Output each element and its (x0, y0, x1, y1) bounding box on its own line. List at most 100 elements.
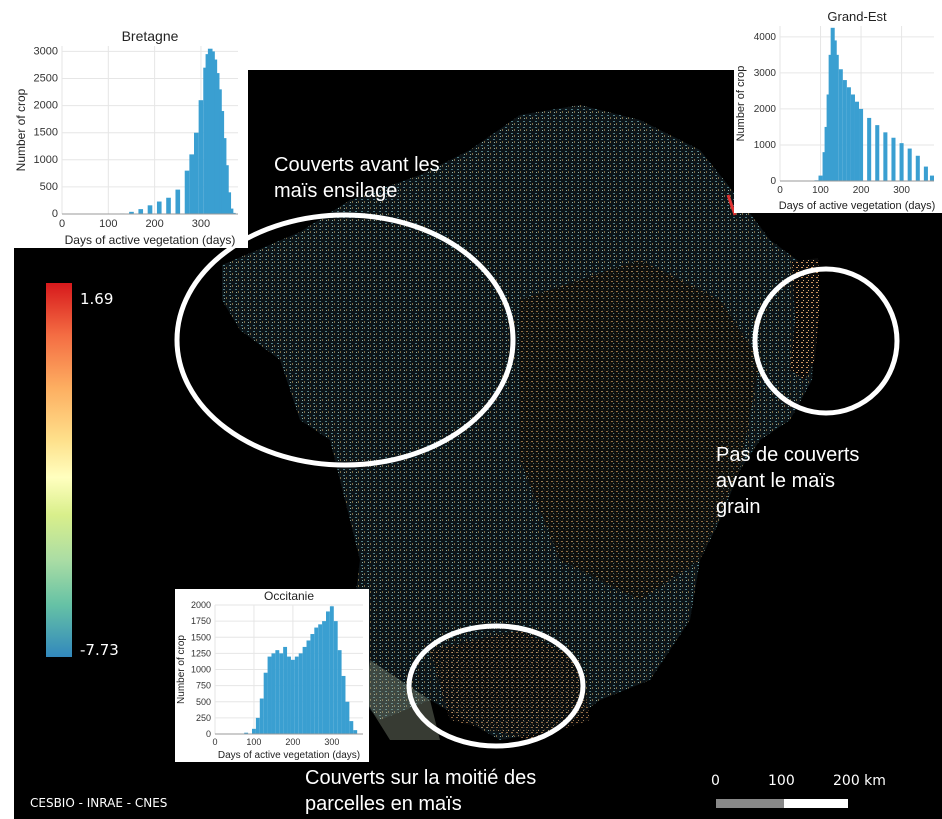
x-tick-label: 300 (192, 218, 210, 230)
y-tick-label: 500 (196, 697, 211, 707)
histogram-svg: 0 250 500 750 1000 1250 1500 1750 2000 0 100 200 300… (175, 589, 369, 762)
histogram-bar (185, 171, 190, 214)
chart-title: Bretagne (122, 28, 179, 44)
occitanie-annotation: Couverts sur la moitié des parcelles en … (305, 765, 536, 817)
chart-title: Occitanie (264, 589, 314, 603)
histogram-bar (349, 721, 353, 734)
histogram-bar (189, 154, 194, 214)
scale-label-100: 100 (768, 773, 795, 789)
x-tick-label: 0 (212, 737, 217, 747)
x-tick-label: 200 (145, 218, 163, 230)
grandest-annotation: Pas de couverts avant le maïs grain (716, 442, 859, 520)
histogram-bar (303, 647, 307, 734)
histogram-bar (847, 87, 851, 181)
y-tick-label: 1000 (34, 154, 58, 166)
histogram-svg: 010002000300040000 100 200 300Grand-EstDays… (734, 8, 942, 213)
histogram-bar (891, 138, 895, 181)
histogram-bar (279, 653, 283, 734)
x-tick-label: 100 (812, 185, 829, 196)
histogram-bar (338, 650, 342, 734)
grandest-histogram: 0 1000 2000 3000 4000 0 100 200 300 Grand-Est Days… (734, 8, 942, 213)
y-tick-label: 3000 (34, 45, 58, 57)
histogram-bar (283, 647, 287, 734)
slide-left-strip (0, 0, 14, 819)
histogram-bar (819, 176, 823, 181)
y-tick-label: 0 (770, 176, 776, 187)
colorbar (46, 283, 72, 657)
bretagne-annotation: Couverts avant les maïs ensilage (274, 152, 440, 204)
y-tick-label: 4000 (754, 32, 777, 43)
histogram-bar (295, 657, 299, 734)
scale-label-0: 0 (711, 773, 720, 789)
chart-title: Grand-Est (827, 9, 887, 24)
histogram-bar (839, 69, 843, 181)
y-axis-label: Number of crop (735, 66, 747, 142)
x-tick-label: 200 (853, 185, 870, 196)
histogram-bar (859, 109, 863, 181)
histogram-bar (322, 621, 326, 734)
histogram-bar (867, 118, 871, 181)
y-tick-label: 1250 (191, 648, 211, 658)
histogram-bar (900, 143, 904, 181)
histogram-bar (299, 653, 303, 734)
occitanie-histogram: 0 250 500 750 1000 1250 1500 1750 2000 0 100 200 300… (175, 589, 369, 762)
histogram-bar (930, 176, 934, 181)
histogram-bar (275, 650, 279, 734)
histogram-bar (883, 132, 887, 181)
histogram-bar (287, 657, 291, 734)
histogram-bar (307, 640, 311, 734)
y-tick-label: 2500 (34, 73, 58, 85)
histogram-bar (268, 657, 272, 734)
y-tick-label: 250 (196, 713, 211, 723)
histogram-bar (148, 205, 153, 214)
x-tick-label: 0 (59, 218, 65, 230)
histogram-bar (256, 718, 260, 734)
scale-bar-segment-1 (716, 799, 784, 808)
y-tick-label: 2000 (754, 104, 777, 115)
y-tick-label: 2000 (191, 600, 211, 610)
histogram-bar (264, 673, 268, 734)
histogram-bar (314, 628, 318, 734)
histogram-bar (835, 55, 839, 181)
y-tick-label: 1750 (191, 616, 211, 626)
x-tick-label: 300 (324, 737, 339, 747)
y-tick-label: 1500 (191, 632, 211, 642)
histogram-bar (334, 621, 338, 734)
y-tick-label: 1000 (754, 140, 777, 151)
histogram-bar (851, 94, 855, 181)
y-tick-label: 0 (52, 208, 58, 220)
histogram-bar (175, 190, 180, 214)
y-tick-label: 500 (40, 181, 58, 193)
histogram-bar (157, 202, 162, 214)
histogram-bar (353, 730, 357, 734)
histogram-svg: 0 500 1000 1500 2000 2500 3000 0 100 200 300 Bretag… (14, 26, 248, 248)
histogram-bar (252, 729, 256, 734)
y-tick-label: 750 (196, 681, 211, 691)
histogram-bar (875, 125, 879, 181)
histogram-bar (260, 699, 264, 734)
histogram-bar (330, 606, 334, 734)
histogram-bar (199, 100, 204, 214)
histogram-bar (326, 611, 330, 734)
scale-bar-segment-2 (784, 799, 848, 808)
histogram-bar (345, 702, 349, 734)
slide-top-black (248, 70, 736, 100)
colorbar-max-label: 1.69 (80, 290, 113, 308)
histogram-bar (318, 624, 322, 734)
x-axis-label: Days of active vegetation (days) (218, 750, 360, 761)
y-tick-label: 1000 (191, 665, 211, 675)
y-axis-label: Number of crop (176, 635, 187, 704)
histogram-bar (310, 634, 314, 734)
histogram-bar (342, 676, 346, 734)
y-tick-label: 2000 (34, 100, 58, 112)
scale-label-200: 200 km (833, 773, 886, 789)
credit-text: CESBIO - INRAE - CNES (30, 796, 167, 810)
x-tick-label: 200 (285, 737, 300, 747)
x-axis-label: Days of active vegetation (days) (65, 233, 236, 247)
colorbar-min-label: -7.73 (80, 641, 119, 659)
histogram-bar (908, 149, 912, 181)
y-tick-label: 0 (206, 729, 211, 739)
y-tick-label: 1500 (34, 127, 58, 139)
histogram-bar (291, 660, 295, 734)
histogram-bar (271, 653, 275, 734)
